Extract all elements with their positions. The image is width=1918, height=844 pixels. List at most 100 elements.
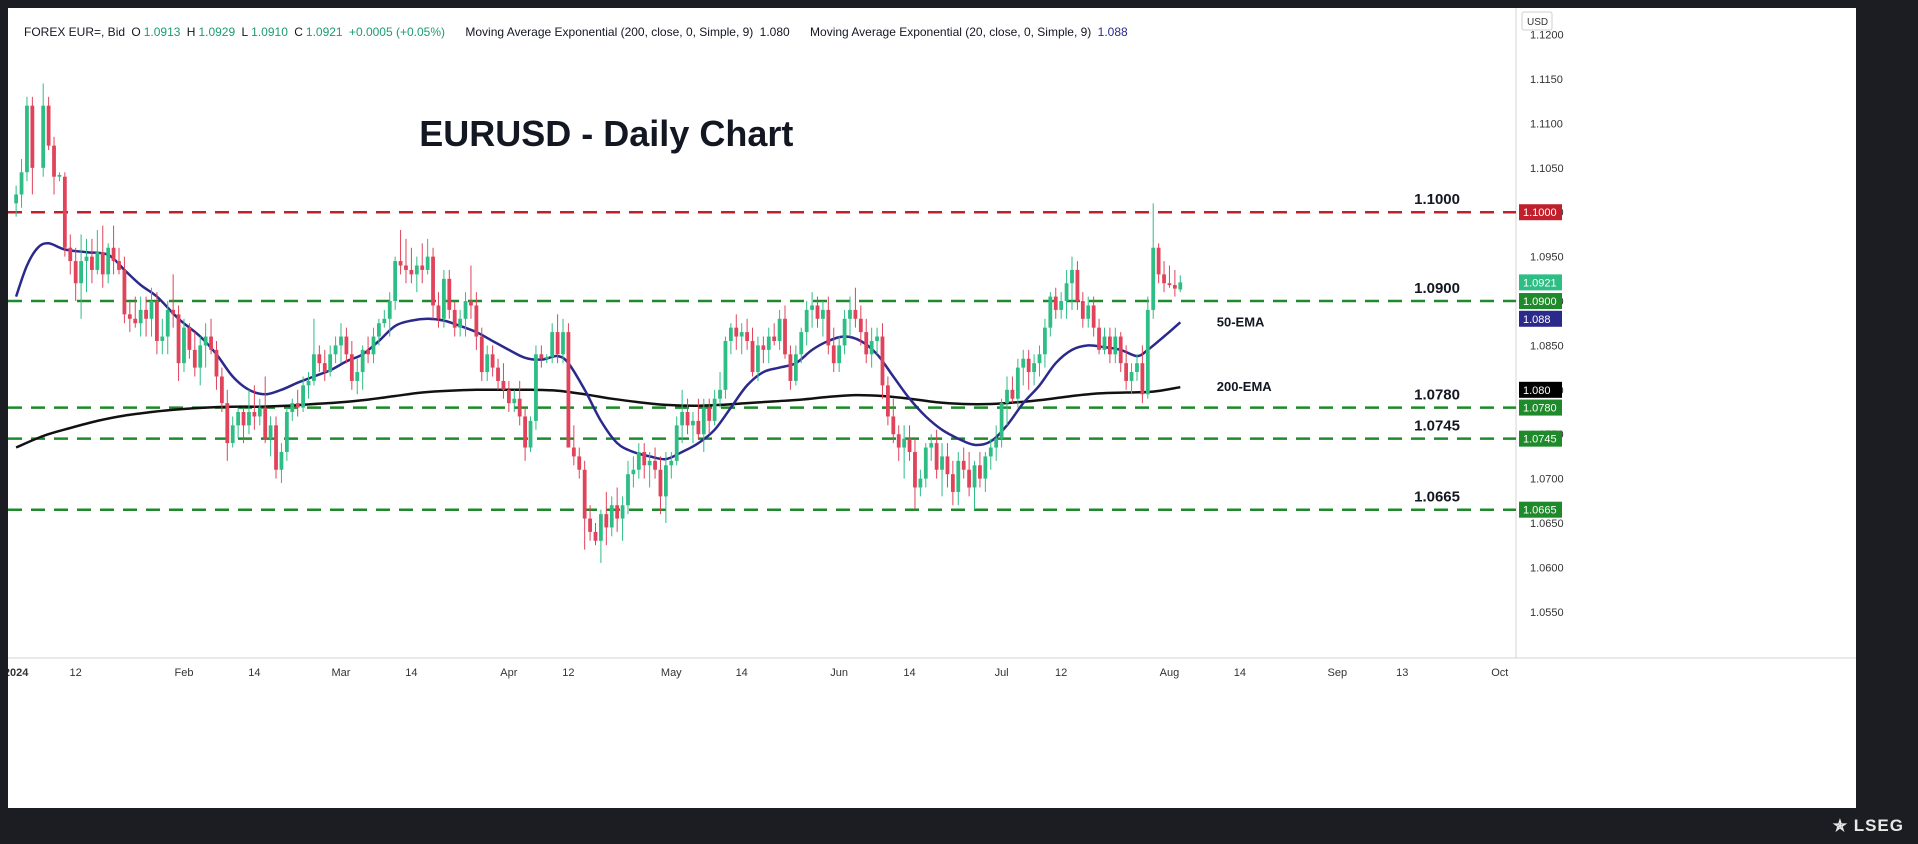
ema-label: 50-EMA [1217,314,1265,329]
candle [609,496,614,537]
x-tick-label: Jun [830,667,848,679]
brand-label: LSEG [1853,816,1904,835]
candle-body [52,145,56,177]
candle-body [366,349,370,355]
candle-body [891,416,896,435]
candle-body [1086,305,1091,319]
candle-body [355,372,360,381]
level-price-tag [1519,204,1562,221]
candle-body [371,336,376,355]
y-tick-label: 1.0850 [1530,340,1564,352]
candle [745,318,750,350]
candle-body [252,412,257,417]
candle [1032,354,1036,386]
candle-body [680,412,685,426]
candle [458,309,463,337]
level-price-tag [1519,399,1562,416]
chart-legend: FOREX EUR=, Bid O 1.0913 H 1.0929 L 1.0910 … [24,25,1131,39]
candle [571,425,576,466]
candle [425,238,430,275]
candle [409,247,414,284]
candle-body [25,105,29,173]
candle-body [642,451,647,466]
candle-body [663,465,668,497]
candle [447,269,452,319]
candle [312,318,316,386]
candle-body [382,318,387,324]
candle [149,287,154,337]
candle-body [333,345,338,355]
candle [1053,287,1058,319]
candle [728,323,733,355]
candle [891,398,896,444]
x-tick-label: Feb [174,667,193,679]
candle [539,345,544,368]
candle [414,256,419,293]
candle [19,158,24,208]
candle-body [1108,336,1112,355]
level-price-tag [1519,501,1562,518]
candle-body [674,425,679,461]
candle [837,336,842,373]
candle [398,229,403,275]
candle-body [165,309,170,337]
candle-body [111,247,116,262]
x-tick-label: 14 [736,667,748,679]
candle-body [848,309,852,319]
candle-body [452,309,457,328]
candle [1070,256,1074,310]
candle-body [636,451,641,470]
candle-body [1113,336,1118,355]
candle-body [241,412,246,426]
candle [62,172,67,257]
candle-body [999,403,1004,439]
candle-body [506,389,511,404]
level-label: 1.0745 [1414,418,1460,435]
candle [382,309,387,328]
candle-body [923,447,928,479]
candle [923,443,928,488]
candle [1135,354,1139,381]
candle [198,336,203,386]
chart-panel[interactable]: FOREX EUR=, Bid O 1.0913 H 1.0929 L 1.0910 … [8,8,1856,808]
candle-body [30,105,35,168]
candle-body [458,318,463,328]
candle-body [171,309,176,315]
candle [799,327,804,364]
candle-body [1070,269,1074,284]
level-price-tag-text: 1.1000 [1523,207,1557,219]
price-tag [1519,274,1562,291]
candle-body [593,531,598,541]
candle [674,416,679,466]
candle-body [225,403,230,444]
candle [934,429,939,479]
candle [236,407,241,439]
ema-200-line [15,385,1181,449]
candle [1129,363,1134,395]
candle-body [577,456,582,470]
y-tick-label: 1.0600 [1530,562,1564,574]
candle [821,301,825,337]
candle [68,234,73,275]
candle-body [404,265,408,270]
candle-body [561,332,565,355]
candle-body [885,385,890,417]
candle-body [512,398,517,404]
candle [561,318,565,364]
candle [647,451,652,488]
y-tick-label: 1.0700 [1530,474,1564,486]
candle-body [274,425,278,470]
candle-body [1151,247,1156,310]
candle-body [144,309,148,319]
candle-body [420,265,425,270]
candle [46,96,51,151]
candle [387,292,392,337]
candle [566,323,571,448]
x-tick-label: Aug [1160,667,1180,679]
candle [761,336,766,364]
candle [972,460,977,510]
candle [209,318,213,355]
candle-body [799,332,804,355]
candle-body [929,443,934,448]
candle [604,491,609,546]
